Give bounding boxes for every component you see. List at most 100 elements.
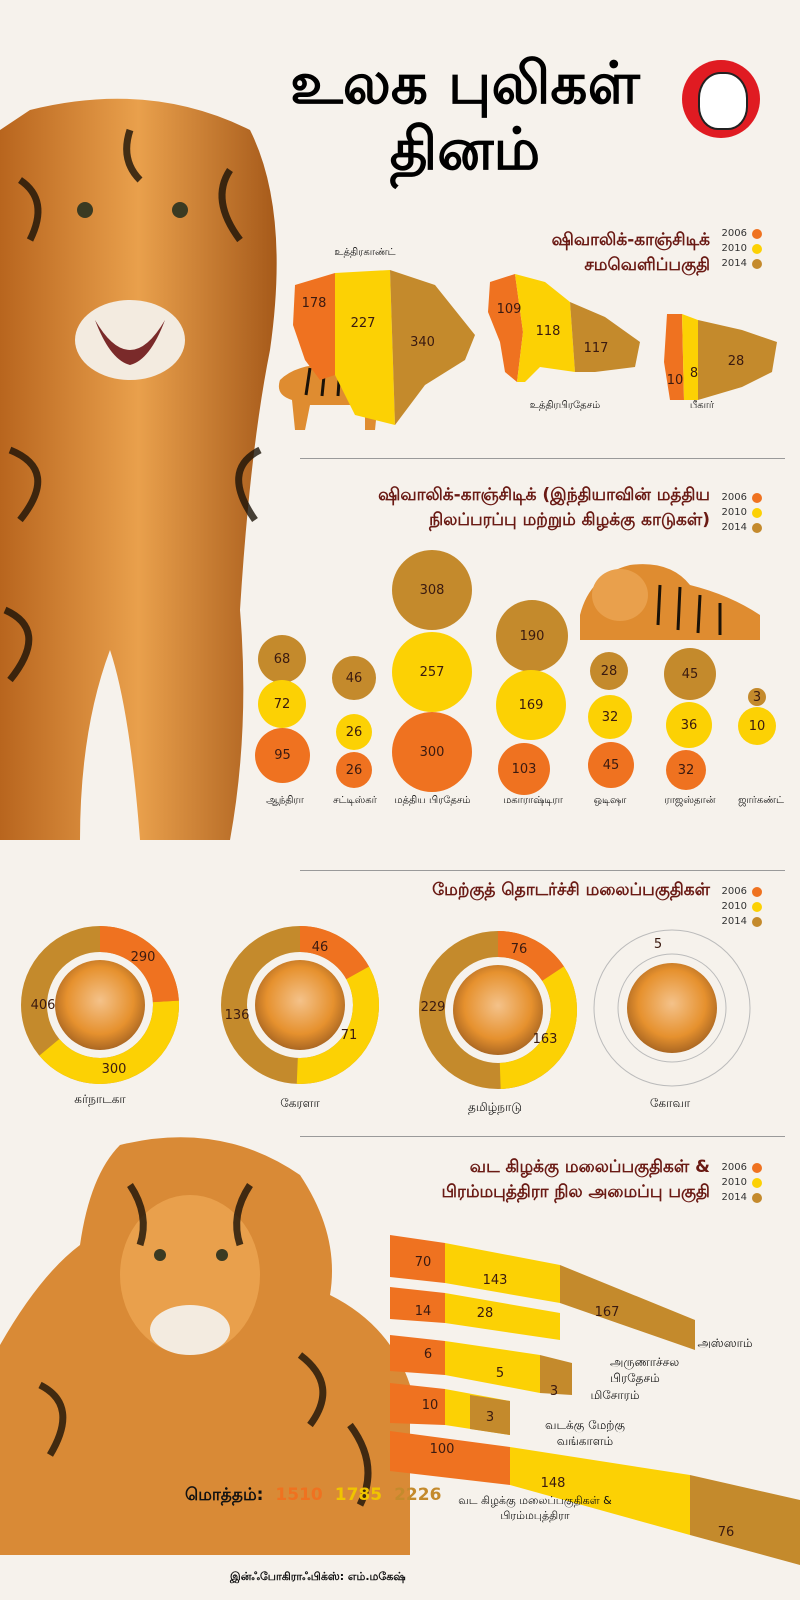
bubble-odisha-2010: 32 <box>588 695 632 739</box>
value-arunachal-2010: 5 <box>495 1366 505 1381</box>
value-goa-2014: 5 <box>653 937 663 952</box>
value-bihar-2006: 10 <box>666 373 684 388</box>
map-bihar <box>664 314 777 400</box>
value-assam-2014: 167 <box>594 1305 620 1320</box>
page-title: உலக புலிகள் தினம் <box>255 50 675 182</box>
value-tamilnadu-2010: 163 <box>532 1032 558 1047</box>
totals-label: மொத்தம்: <box>185 1485 264 1505</box>
value-uttarakhand-2006: 178 <box>301 296 327 311</box>
section1-title: ஷிவாலிக்-காஞ்சிடிக் சமவெளிப்பகுதி <box>440 228 710 278</box>
map-uttarakhand <box>293 270 475 425</box>
value-karnataka-2006: 290 <box>130 950 156 965</box>
section4-title-line1: வட கிழக்கு மலைப்பகுதிகள் & <box>469 1157 710 1177</box>
legend-2010-label: 2010 <box>721 243 747 254</box>
totals: மொத்தம்: 1510 1785 2226 <box>185 1485 441 1507</box>
value-assam-2006: 14 <box>414 1304 432 1319</box>
value-ne-row5-2010: 148 <box>540 1476 566 1491</box>
legend-2006-dot <box>752 886 762 897</box>
bubble-andhra-2006: 95 <box>255 728 310 783</box>
section4-title-line2: பிரம்மபுத்திரா நில அமைப்பு பகுதி <box>441 1182 710 1202</box>
donut-goa <box>593 929 751 1087</box>
tiger-face-karnataka <box>55 960 145 1050</box>
label-mizoram: மிசோரம் <box>590 1388 640 1402</box>
label-tamilnadu: தமிழ்நாடு <box>468 1100 522 1114</box>
legend-2014-dot <box>752 258 762 269</box>
bubble-rajasthan-2006: 32 <box>666 750 706 790</box>
value-up-2014: 117 <box>583 341 609 356</box>
map-label-bihar: பீகார் <box>689 400 715 411</box>
label-odisha: ஒடிஷா <box>593 795 627 806</box>
section2-legend: 2006 2010 2014 <box>710 490 762 535</box>
lying-tiger-image <box>0 1137 410 1555</box>
legend-2010-label: 2010 <box>721 507 747 518</box>
section-divider <box>300 1136 785 1137</box>
bubble-jharkhand-2010: 10 <box>738 707 776 745</box>
value-ne-row5-2014: 76 <box>717 1525 735 1540</box>
section2-title-line1: ஷிவாலிக்-காஞ்சிடிக் (இந்தியாவின் மத்திய <box>378 485 710 505</box>
section1-legend: 2006 2010 2014 <box>710 226 762 271</box>
label-karnataka: கர்நாடகா <box>74 1092 126 1106</box>
legend-2014-label: 2014 <box>721 1192 747 1203</box>
value-ne-row5-2006: 100 <box>429 1442 455 1457</box>
bubble-odisha-2006: 45 <box>588 742 634 788</box>
label-jharkhand: ஜார்கண்ட் <box>738 795 784 806</box>
value-kerala-2014: 136 <box>224 1008 250 1023</box>
tiger-face-goa <box>627 963 717 1053</box>
bubble-maharashtra-2010: 169 <box>496 670 566 740</box>
logo-face-icon <box>698 72 748 130</box>
label-mp: மத்திய பிரதேசம் <box>394 795 471 806</box>
legend-2006-dot <box>752 1162 762 1173</box>
value-mizoram-2014: 3 <box>485 1410 495 1425</box>
label-assam: அஸ்ஸாம் <box>697 1336 753 1350</box>
legend-2010-dot <box>752 901 762 912</box>
totals-2014: 2226 <box>394 1485 442 1505</box>
donut-kerala <box>221 926 379 1084</box>
donut-karnataka <box>21 926 179 1084</box>
legend-2006-dot <box>752 228 762 239</box>
value-kerala-2006: 46 <box>311 940 329 955</box>
bubble-mp-2006: 300 <box>392 712 472 792</box>
legend-2010-dot <box>752 1177 762 1188</box>
page-title-line2: தினம் <box>389 115 541 183</box>
label-goa: கோவா <box>649 1096 691 1110</box>
legend-2014-label: 2014 <box>721 258 747 269</box>
northeast-ribbons <box>390 1235 800 1565</box>
label-northeast-brahmaputra: வட கிழக்கு மலைப்பகுதிகள் & பிரம்மபுத்திர… <box>458 1494 612 1522</box>
section3-legend: 2006 2010 2014 <box>710 884 762 929</box>
label-chhattisgarh: சட்டிஸ்கர் <box>333 795 377 806</box>
bubble-mp-2014: 308 <box>392 550 472 630</box>
label-maharashtra: மகாராஷ்டிரா <box>503 795 563 806</box>
legend-2014-dot <box>752 522 762 533</box>
value-up-2006: 109 <box>496 302 522 317</box>
legend-2010-label: 2010 <box>721 901 747 912</box>
value-uttarakhand-2014: 340 <box>410 335 435 350</box>
section1-title-line1: ஷிவாலிக்-காஞ்சிடிக் <box>551 230 710 250</box>
reclining-tiger-image <box>580 564 760 640</box>
standing-tiger-image <box>0 98 277 840</box>
section-divider <box>300 458 785 459</box>
bubble-maharashtra-2006: 103 <box>498 743 550 795</box>
legend-2014-dot <box>752 916 762 927</box>
label-rajasthan: ராஜஸ்தான் <box>664 795 716 806</box>
value-tamilnadu-2006: 76 <box>510 942 528 957</box>
value-arunachal-2006: 6 <box>423 1347 433 1362</box>
bubble-rajasthan-2010: 36 <box>666 702 712 748</box>
legend-2014-dot <box>752 1192 762 1203</box>
value-mizoram-2006: 10 <box>421 1398 439 1413</box>
donut-tamilnadu <box>419 931 577 1089</box>
value-karnataka-2010: 300 <box>101 1062 127 1077</box>
bubble-mp-2010: 257 <box>392 632 472 712</box>
bubble-chhattisgarh-2006: 26 <box>336 752 372 788</box>
legend-2006-label: 2006 <box>721 492 747 503</box>
bubble-andhra-2014: 68 <box>258 635 306 683</box>
legend-2006-dot <box>752 492 762 503</box>
section2-title: ஷிவாலிக்-காஞ்சிடிக் (இந்தியாவின் மத்திய … <box>300 483 710 533</box>
value-up-2010: 118 <box>535 324 561 339</box>
map-uttar-pradesh <box>488 274 640 382</box>
tiger-face-tamilnadu <box>453 965 543 1055</box>
legend-2010-dot <box>752 507 762 518</box>
bubble-jharkhand-2014: 3 <box>748 688 766 706</box>
value-ne-row1-2006: 70 <box>414 1255 432 1270</box>
value-ne-row1-2010: 143 <box>482 1273 508 1288</box>
page-title-line1: உலக புலிகள் <box>290 49 640 117</box>
